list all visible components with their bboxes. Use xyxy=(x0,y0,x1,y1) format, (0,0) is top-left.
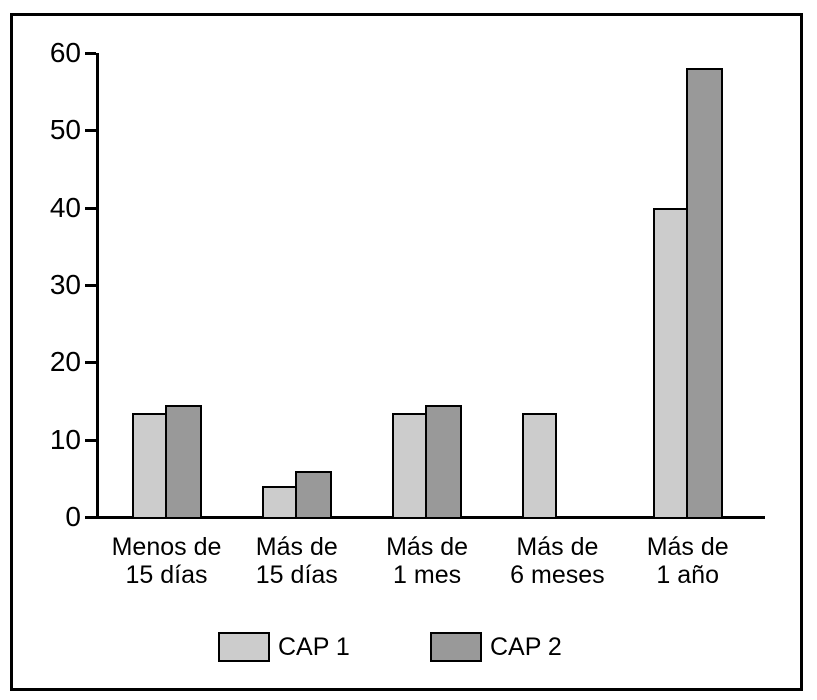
bar-cap-1-cat-4 xyxy=(652,207,688,519)
bar-cap-1-cat-3 xyxy=(522,412,558,519)
y-axis-tick-label-0: 0 xyxy=(65,501,81,532)
y-axis-tick-label-60: 60 xyxy=(49,37,81,68)
y-axis-tick-0 xyxy=(85,516,96,519)
x-axis-label-1: Más de 15 días xyxy=(255,533,338,589)
x-axis-label-2: Más de 1 mes xyxy=(386,533,469,589)
y-axis-tick-label-30: 30 xyxy=(49,269,81,300)
x-axis-label-3: Más de 6 meses xyxy=(510,533,605,589)
bar-cap-1-cat-1 xyxy=(261,486,297,519)
y-axis-tick-30 xyxy=(85,284,96,287)
y-axis-tick-label-10: 10 xyxy=(49,423,81,455)
legend-item-cap1: CAP 1 xyxy=(218,632,350,662)
legend-label-cap2: CAP 2 xyxy=(490,633,562,661)
y-axis-tick-label-20: 20 xyxy=(49,346,81,378)
y-axis xyxy=(96,53,99,519)
legend-swatch-cap1 xyxy=(218,632,270,662)
x-axis-label-4: Más de 1 año xyxy=(646,533,729,589)
x-axis-label-0: Menos de 15 días xyxy=(111,533,222,589)
legend-label-cap1: CAP 1 xyxy=(278,633,350,661)
y-axis-tick-20 xyxy=(85,361,96,365)
bar-cap-1-cat-2 xyxy=(392,412,428,519)
y-axis-tick-10 xyxy=(85,438,96,442)
y-axis-tick-label-50: 50 xyxy=(49,114,81,146)
y-axis-tick-40 xyxy=(85,206,96,210)
legend-item-cap2: CAP 2 xyxy=(430,632,562,662)
bar-cap-2-cat-4 xyxy=(685,68,723,519)
bar-cap-2-cat-2 xyxy=(425,404,463,519)
y-axis-tick-60 xyxy=(85,52,96,55)
chart-frame xyxy=(10,13,803,691)
bar-cap-1-cat-0 xyxy=(131,412,167,519)
y-axis-tick-label-40: 40 xyxy=(49,191,81,223)
bar-cap-2-cat-0 xyxy=(164,404,202,519)
bar-cap-2-cat-1 xyxy=(294,470,332,519)
legend-swatch-cap2 xyxy=(430,632,482,662)
y-axis-tick-50 xyxy=(85,129,96,133)
